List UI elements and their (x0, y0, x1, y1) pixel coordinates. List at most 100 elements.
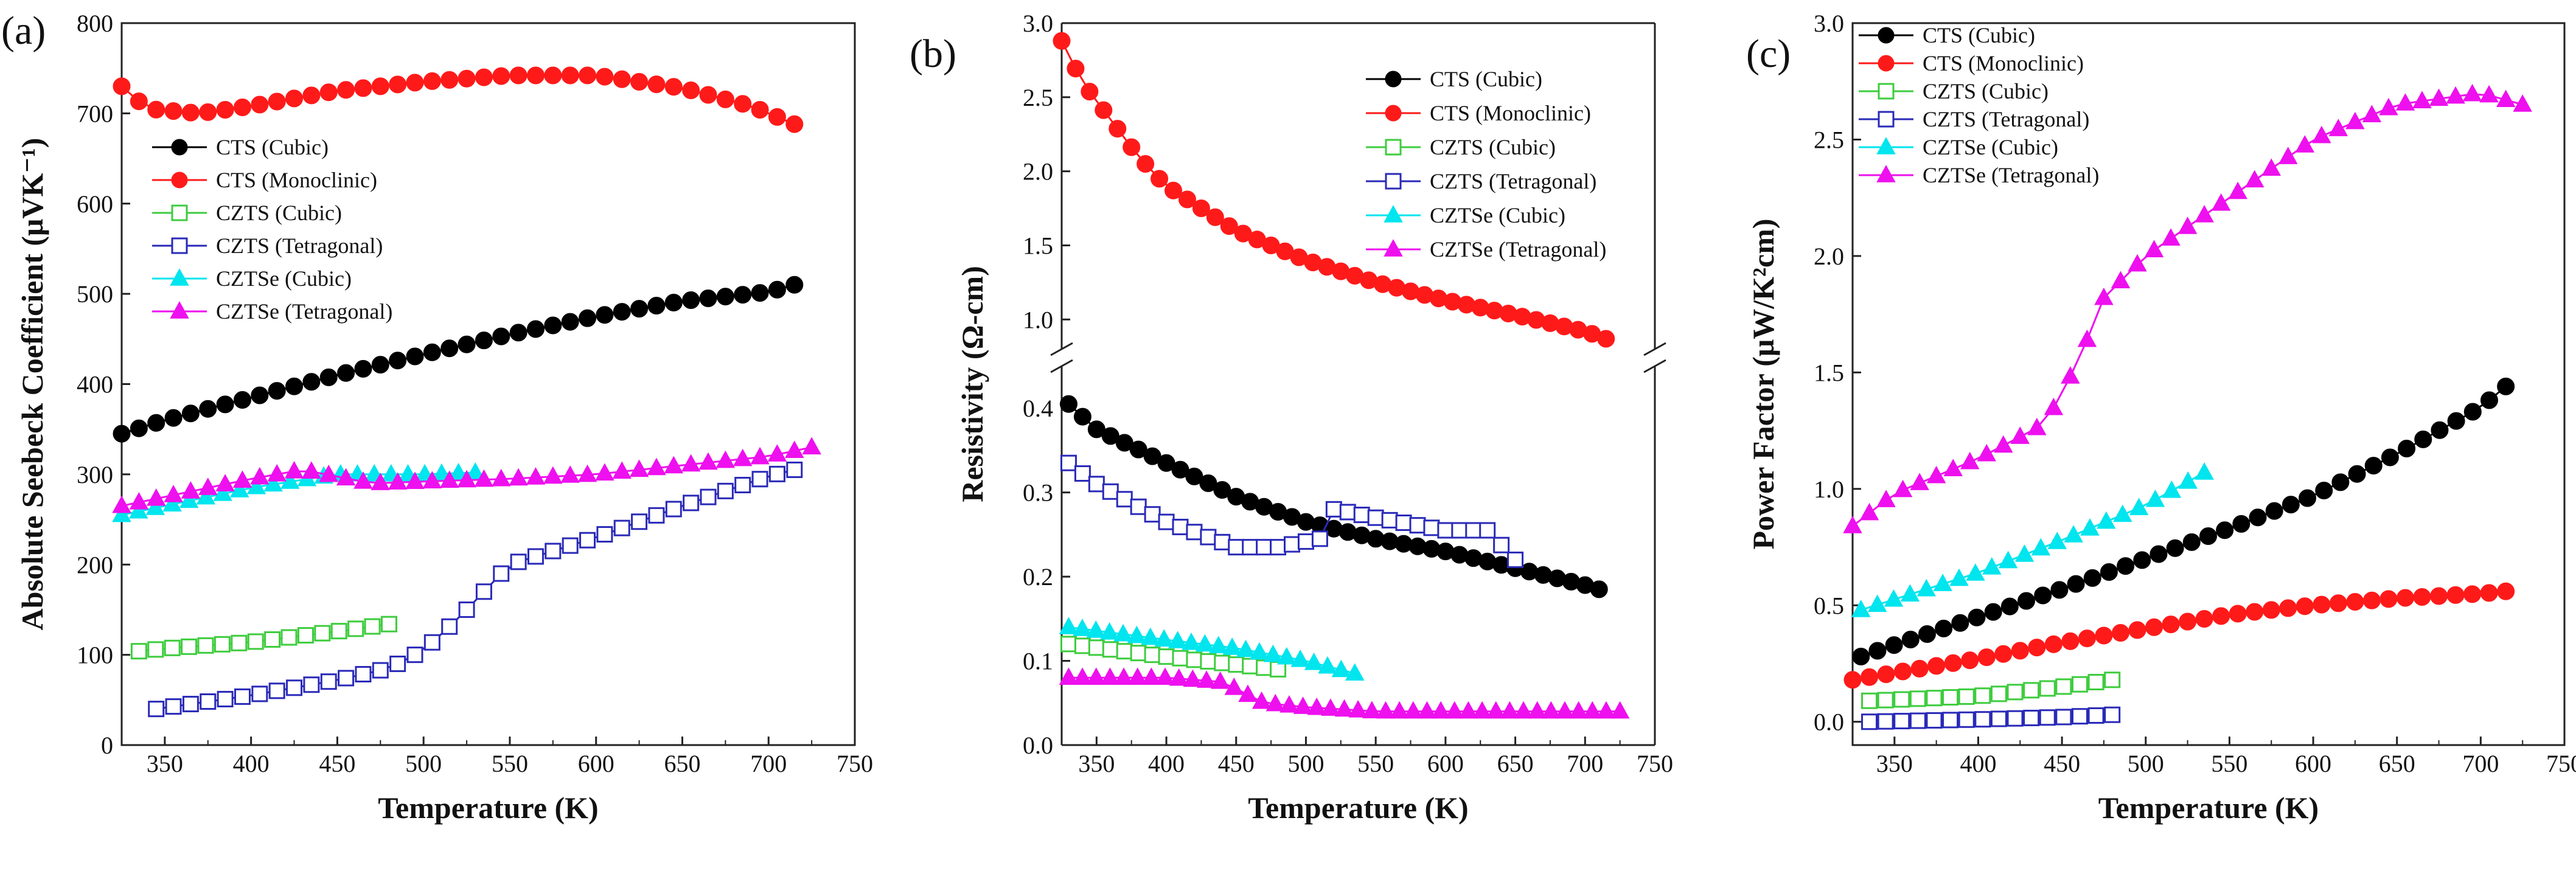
data-point (314, 625, 331, 642)
legend-label: CTS (Cubic) (216, 135, 329, 159)
data-point (1214, 533, 1231, 550)
data-point (2244, 170, 2264, 188)
data-point (1183, 669, 1203, 687)
data-point (1186, 524, 1203, 541)
data-point (2480, 584, 2498, 602)
data-point (1949, 568, 1969, 586)
legend-marker (171, 237, 188, 254)
data-point (1158, 648, 1175, 665)
data-point (1916, 578, 1936, 597)
y-tick-label: 500 (77, 280, 113, 308)
data-point (1074, 465, 1091, 482)
data-point (734, 95, 752, 113)
data-point (492, 468, 511, 487)
data-point (2104, 706, 2121, 723)
data-point (1102, 641, 1119, 658)
y-axis-ticks: 0.0 0.1 0.2 0.3 0.4 1.0 1.5 2.0 2.5 3.0 (1023, 10, 1070, 759)
data-point (1081, 83, 1099, 101)
data-point (2010, 426, 2030, 444)
legend-item: CZTSe (Tetragonal) (152, 299, 392, 324)
data-point (1242, 539, 1259, 556)
data-point (1926, 690, 1943, 707)
y-axis-ticks: 0 100 200 300 400 500 600 700 800 (77, 10, 130, 759)
legend-marker (1876, 137, 1896, 154)
data-point (1843, 516, 1862, 533)
data-point (1073, 408, 1091, 426)
y-tick-label: 1.5 (1023, 232, 1053, 259)
data-point (2479, 85, 2499, 103)
data-point (1514, 701, 1533, 719)
data-point (681, 454, 701, 472)
legend: CTS (Cubic) CTS (Monoclinic) CZTS (Cubic) C… (152, 135, 392, 324)
data-point (1284, 536, 1301, 553)
data-point (2211, 193, 2231, 211)
data-point (268, 682, 285, 699)
data-point (1130, 498, 1147, 515)
data-point (2100, 563, 2118, 581)
x-tick-label: 700 (2462, 750, 2499, 777)
y-tick-label: 0.1 (1023, 648, 1053, 675)
data-point (2162, 480, 2182, 498)
data-point (768, 465, 785, 482)
data-point (1353, 507, 1370, 524)
y-tick-label: 0.2 (1023, 563, 1053, 591)
y-tick-label: 0 (101, 732, 113, 759)
data-point (1102, 483, 1119, 500)
data-point (423, 343, 441, 361)
data-point (164, 485, 183, 502)
data-point (1200, 653, 1217, 670)
data-point (2000, 597, 2019, 616)
data-point (2199, 527, 2217, 546)
x-tick-label: 500 (405, 750, 442, 777)
data-point (1251, 691, 1272, 709)
data-point (1958, 688, 1975, 705)
data-point (1195, 634, 1215, 652)
data-point (1868, 642, 1887, 660)
legend-item: CTS (Monoclinic) (1859, 51, 2084, 75)
data-point (1304, 653, 1324, 670)
data-point (347, 620, 364, 637)
data-point (1990, 710, 2007, 727)
axis-frame (1851, 22, 2566, 746)
data-point (165, 698, 182, 715)
data-point (1137, 154, 1155, 173)
data-point (380, 616, 397, 633)
data-point (1909, 712, 1926, 729)
data-point (682, 291, 700, 310)
data-point (2195, 204, 2214, 223)
legend-item: CTS (Cubic) (1859, 23, 2035, 47)
data-point (302, 373, 321, 391)
data-point (648, 507, 665, 524)
data-point (113, 425, 131, 443)
data-point (1088, 639, 1105, 656)
data-point (785, 440, 804, 458)
data-point (465, 462, 485, 480)
data-point (164, 409, 183, 427)
series-cts-monoclinic (1843, 582, 2515, 689)
data-point (1169, 668, 1189, 686)
data-point (1894, 662, 1912, 681)
data-point (2282, 496, 2300, 514)
data-point (1290, 649, 1310, 667)
data-point (1143, 447, 1161, 465)
data-point (1209, 636, 1228, 653)
series-czts-tetragonal (148, 461, 803, 718)
data-point (526, 320, 545, 338)
data-point (579, 532, 596, 549)
data-point (268, 382, 286, 400)
data-point (2145, 489, 2165, 507)
data-point (2430, 587, 2448, 605)
data-point (596, 526, 613, 543)
series-cts-cubic (1852, 377, 2515, 665)
data-point (733, 448, 753, 466)
data-point (1172, 518, 1189, 535)
legend-label: CZTSe (Tetragonal) (1430, 237, 1606, 262)
data-point (509, 66, 527, 85)
data-point (1944, 654, 1962, 672)
data-point (1465, 522, 1482, 539)
data-point (1998, 550, 2018, 569)
data-point (768, 108, 786, 126)
legend-marker (1384, 205, 1403, 223)
data-point (699, 86, 717, 104)
legend-label: CZTSe (Cubic) (1923, 135, 2058, 159)
